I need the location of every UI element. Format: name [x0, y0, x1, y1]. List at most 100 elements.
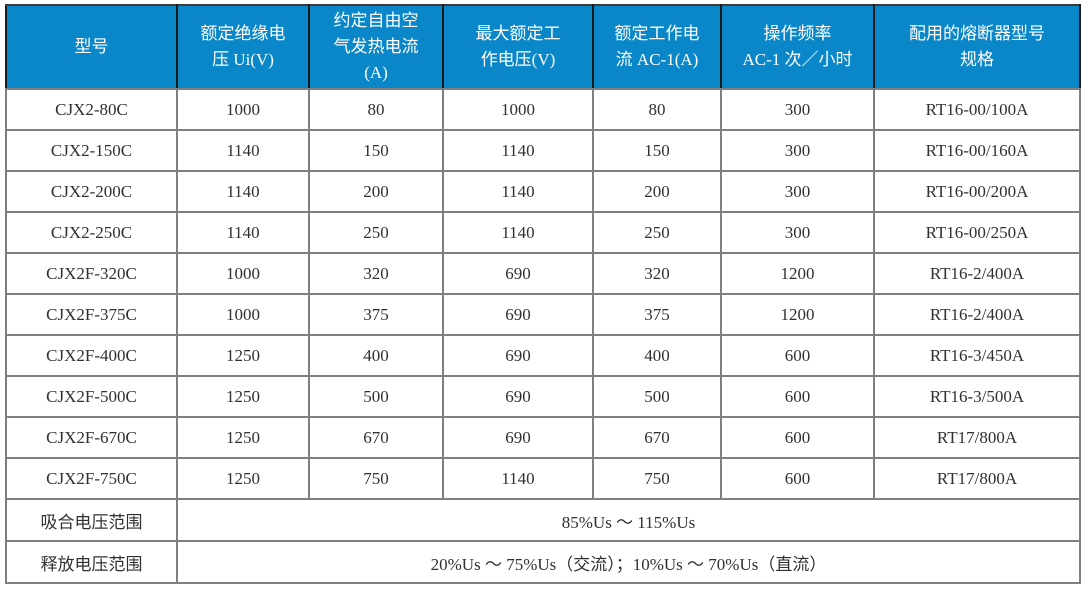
cell-operating-frequency: 300: [720, 211, 875, 254]
cell-thermal-current: 375: [308, 293, 444, 336]
cell-model: CJX2F-320C: [5, 252, 178, 295]
table-row: CJX2-80C 1000 80 1000 80 300 RT16-00/100…: [5, 88, 1081, 131]
cell-operating-frequency: 600: [720, 334, 875, 377]
cell-model: CJX2-250C: [5, 211, 178, 254]
table-body: CJX2-80C 1000 80 1000 80 300 RT16-00/100…: [5, 88, 1081, 584]
cell-thermal-current: 200: [308, 170, 444, 213]
header-cell-operating-frequency: 操作频率 AC-1 次／小时: [720, 4, 875, 90]
cell-fuse-spec: RT16-2/400A: [873, 252, 1081, 295]
cell-working-current: 200: [592, 170, 722, 213]
cell-working-current: 150: [592, 129, 722, 172]
cell-max-working-voltage: 690: [442, 375, 594, 418]
header-cell-rated-insulation-voltage: 额定绝缘电 压 Ui(V): [176, 4, 310, 90]
cell-working-current: 500: [592, 375, 722, 418]
cell-working-current: 80: [592, 88, 722, 131]
cell-operating-frequency: 600: [720, 416, 875, 459]
header-line: 型号: [74, 37, 109, 56]
cell-max-working-voltage: 690: [442, 252, 594, 295]
footer-value-pickup-voltage: 85%Us ～ 115%Us: [176, 498, 1081, 542]
cell-operating-frequency: 300: [720, 88, 875, 131]
cell-thermal-current: 400: [308, 334, 444, 377]
cell-max-working-voltage: 690: [442, 293, 594, 336]
cell-model: CJX2F-375C: [5, 293, 178, 336]
cell-thermal-current: 750: [308, 457, 444, 500]
header-line: 约定自由空: [333, 11, 419, 30]
cell-fuse-spec: RT16-00/250A: [873, 211, 1081, 254]
cell-model: CJX2-80C: [5, 88, 178, 131]
header-line: 规格: [960, 50, 994, 69]
cell-operating-frequency: 600: [720, 375, 875, 418]
header-line: (A): [364, 63, 388, 82]
cell-max-working-voltage: 1140: [442, 129, 594, 172]
cell-max-working-voltage: 1140: [442, 457, 594, 500]
footer-label-release-voltage: 释放电压范围: [5, 540, 178, 584]
cell-insulation-voltage: 1140: [176, 170, 310, 213]
contactor-spec-table: 型号 额定绝缘电 压 Ui(V) 约定自由空 气发热电流 (A) 最大额定工 作…: [5, 4, 1081, 584]
table-row: CJX2F-375C 1000 375 690 375 1200 RT16-2/…: [5, 293, 1081, 336]
table-row: CJX2F-500C 1250 500 690 500 600 RT16-3/5…: [5, 375, 1081, 418]
cell-fuse-spec: RT16-2/400A: [873, 293, 1081, 336]
header-line: AC-1 次／小时: [742, 50, 853, 69]
header-line: 操作频率: [763, 24, 832, 43]
cell-max-working-voltage: 1140: [442, 170, 594, 213]
header-cell-max-rated-working-voltage: 最大额定工 作电压(V): [442, 4, 594, 90]
header-line: 气发热电流: [333, 37, 419, 56]
cell-operating-frequency: 1200: [720, 252, 875, 295]
table-row: CJX2-150C 1140 150 1140 150 300 RT16-00/…: [5, 129, 1081, 172]
cell-insulation-voltage: 1250: [176, 334, 310, 377]
cell-fuse-spec: RT16-3/500A: [873, 375, 1081, 418]
cell-operating-frequency: 1200: [720, 293, 875, 336]
cell-fuse-spec: RT17/800A: [873, 457, 1081, 500]
cell-thermal-current: 150: [308, 129, 444, 172]
cell-working-current: 250: [592, 211, 722, 254]
cell-fuse-spec: RT17/800A: [873, 416, 1081, 459]
cell-fuse-spec: RT16-00/160A: [873, 129, 1081, 172]
table-row: CJX2F-670C 1250 670 690 670 600 RT17/800…: [5, 416, 1081, 459]
cell-fuse-spec: RT16-3/450A: [873, 334, 1081, 377]
header-row: 型号 额定绝缘电 压 Ui(V) 约定自由空 气发热电流 (A) 最大额定工 作…: [5, 4, 1081, 90]
cell-thermal-current: 670: [308, 416, 444, 459]
cell-insulation-voltage: 1250: [176, 416, 310, 459]
release-voltage-row: 释放电压范围 20%Us ～ 75%Us（交流）；10%Us ～ 70%Us（直…: [5, 540, 1081, 584]
header-line: 最大额定工: [475, 24, 561, 43]
cell-fuse-spec: RT16-00/200A: [873, 170, 1081, 213]
header-cell-rated-working-current-ac1: 额定工作电 流 AC-1(A): [592, 4, 722, 90]
cell-insulation-voltage: 1250: [176, 457, 310, 500]
footer-value-release-voltage: 20%Us ～ 75%Us（交流）；10%Us ～ 70%Us（直流）: [176, 540, 1081, 584]
cell-model: CJX2F-670C: [5, 416, 178, 459]
cell-thermal-current: 80: [308, 88, 444, 131]
header-line: 压 Ui(V): [212, 50, 274, 69]
page: 型号 额定绝缘电 压 Ui(V) 约定自由空 气发热电流 (A) 最大额定工 作…: [5, 4, 1081, 584]
cell-operating-frequency: 600: [720, 457, 875, 500]
table-row: CJX2F-400C 1250 400 690 400 600 RT16-3/4…: [5, 334, 1081, 377]
header-line: 配用的熔断器型号: [909, 24, 1045, 43]
cell-fuse-spec: RT16-00/100A: [873, 88, 1081, 131]
cell-working-current: 320: [592, 252, 722, 295]
cell-operating-frequency: 300: [720, 170, 875, 213]
cell-model: CJX2F-400C: [5, 334, 178, 377]
table-row: CJX2F-320C 1000 320 690 320 1200 RT16-2/…: [5, 252, 1081, 295]
header-cell-free-air-thermal-current: 约定自由空 气发热电流 (A): [308, 4, 444, 90]
cell-thermal-current: 250: [308, 211, 444, 254]
table-row: CJX2F-750C 1250 750 1140 750 600 RT17/80…: [5, 457, 1081, 500]
cell-working-current: 375: [592, 293, 722, 336]
header-line: 额定工作电: [614, 24, 700, 43]
cell-thermal-current: 500: [308, 375, 444, 418]
cell-insulation-voltage: 1000: [176, 252, 310, 295]
cell-thermal-current: 320: [308, 252, 444, 295]
cell-insulation-voltage: 1000: [176, 88, 310, 131]
cell-max-working-voltage: 1000: [442, 88, 594, 131]
header-cell-fuse-model-spec: 配用的熔断器型号 规格: [873, 4, 1081, 90]
cell-model: CJX2-200C: [5, 170, 178, 213]
cell-working-current: 400: [592, 334, 722, 377]
header-line: 作电压(V): [480, 50, 556, 69]
table-row: CJX2-250C 1140 250 1140 250 300 RT16-00/…: [5, 211, 1081, 254]
table-row: CJX2-200C 1140 200 1140 200 300 RT16-00/…: [5, 170, 1081, 213]
cell-insulation-voltage: 1000: [176, 293, 310, 336]
header-line: 流 AC-1(A): [615, 50, 699, 69]
cell-max-working-voltage: 690: [442, 416, 594, 459]
header-line: 额定绝缘电: [200, 24, 286, 43]
cell-model: CJX2-150C: [5, 129, 178, 172]
pickup-voltage-row: 吸合电压范围 85%Us ～ 115%Us: [5, 498, 1081, 542]
cell-max-working-voltage: 690: [442, 334, 594, 377]
